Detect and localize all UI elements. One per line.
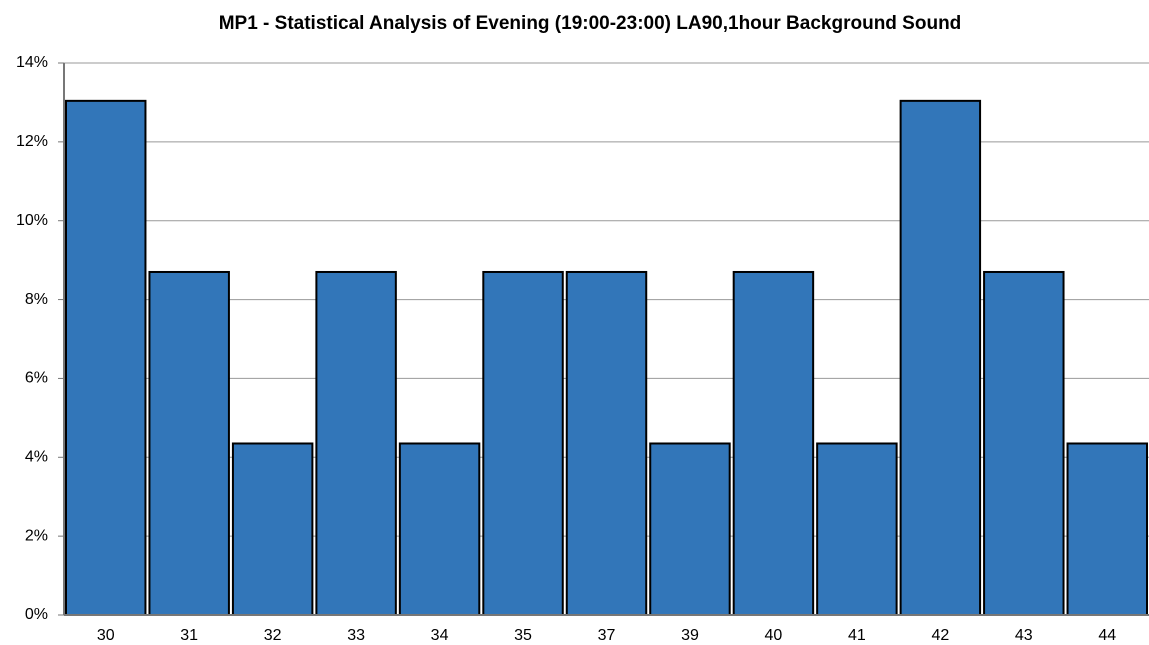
x-tick-label: 37 (598, 627, 616, 644)
x-tick-label: 31 (180, 627, 198, 644)
y-tick-label: 4% (25, 449, 48, 466)
bar (1066, 442, 1148, 616)
y-tick-label: 0% (25, 606, 48, 623)
x-tick-label: 42 (931, 627, 949, 644)
y-tick-label: 12% (16, 133, 48, 150)
x-tick-label: 40 (765, 627, 783, 644)
bar (315, 270, 397, 616)
bar (732, 270, 815, 616)
x-tick-label: 35 (514, 627, 532, 644)
bar (65, 99, 147, 616)
x-tick-label: 44 (1098, 627, 1116, 644)
x-tick-label: 30 (97, 627, 115, 644)
bar (899, 99, 982, 616)
x-tick-label: 32 (264, 627, 282, 644)
bar (565, 270, 648, 616)
bar (398, 442, 481, 616)
bar (816, 442, 898, 616)
y-tick-label: 6% (25, 370, 48, 387)
x-tick-label: 43 (1015, 627, 1033, 644)
x-tick-label: 33 (347, 627, 365, 644)
bar (983, 270, 1065, 616)
chart-title: MP1 - Statistical Analysis of Evening (1… (219, 13, 962, 34)
bar (231, 442, 314, 616)
y-tick-label: 14% (16, 54, 48, 71)
x-tick-label: 34 (431, 627, 449, 644)
y-tick-label: 8% (25, 291, 48, 308)
bar (482, 270, 564, 616)
y-tick-label: 2% (25, 527, 48, 544)
bar (148, 270, 230, 616)
x-tick-label: 41 (848, 627, 866, 644)
y-tick-label: 10% (16, 212, 48, 229)
x-tick-label: 39 (681, 627, 699, 644)
bar (649, 442, 731, 616)
